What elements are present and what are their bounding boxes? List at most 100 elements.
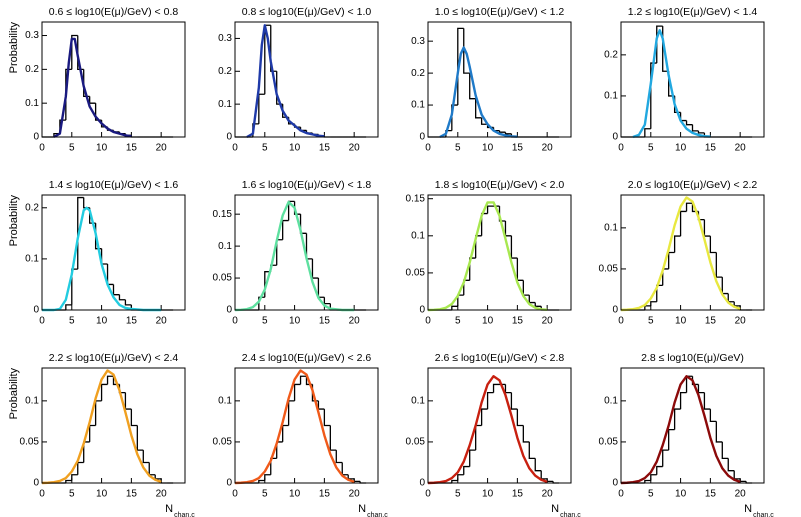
fit-curve — [439, 46, 518, 139]
plot-frame — [620, 21, 765, 138]
histogram-bin — [71, 474, 78, 481]
y-tick-label: 0.05 — [599, 264, 619, 275]
histogram-bin — [679, 112, 687, 122]
histogram-bin — [498, 130, 506, 133]
y-tick-label: 0 — [33, 478, 39, 489]
panel-title: 0.6 ≤ log10(E(μ)/GeV) < 0.8 — [49, 6, 179, 18]
plot-frame — [427, 21, 572, 138]
x-tick-label: 10 — [482, 316, 494, 327]
plot-frame — [620, 194, 765, 311]
y-tick-label: 0 — [33, 305, 39, 316]
histogram-bin — [504, 384, 512, 394]
histogram-bin — [317, 400, 325, 410]
histogram-bin — [546, 478, 554, 483]
y-tick-label: 0.2 — [25, 64, 39, 75]
x-tick-label: 20 — [542, 316, 554, 327]
x-axis-label: N — [358, 503, 366, 515]
histogram-bin — [451, 479, 458, 483]
histogram-bin — [679, 391, 687, 410]
histogram-bin — [510, 235, 518, 259]
panel: 2.2 ≤ log10(E(μ)/GeV) < 2.4 Probability Nc… — [8, 352, 195, 517]
histogram-bin — [118, 294, 126, 301]
histogram-bin — [522, 280, 530, 296]
panel-title: 1.6 ≤ log10(E(μ)/GeV) < 1.8 — [242, 179, 372, 191]
x-tick-label: 5 — [648, 316, 654, 327]
y-tick-label: 0.3 — [218, 33, 232, 44]
panel: 1.0 ≤ log10(E(μ)/GeV) < 1.2 0 5 10 15 20 0 0.1 0… — [411, 6, 572, 154]
histogram-bin — [739, 478, 747, 483]
histogram-bin — [469, 449, 476, 467]
histogram-bin — [486, 391, 494, 410]
histogram-bin — [106, 375, 114, 385]
panel-title: 1.0 ≤ log10(E(μ)/GeV) < 1.2 — [435, 6, 565, 18]
fit-curve — [427, 201, 548, 312]
histogram-bin — [287, 400, 295, 426]
histogram-bin — [71, 34, 78, 70]
y-tick-label: 0.05 — [599, 437, 619, 448]
y-tick-label: 0 — [226, 305, 232, 316]
fit-curve — [234, 369, 355, 485]
x-tick-label: 15 — [319, 316, 331, 327]
x-tick-label: 0 — [618, 316, 624, 327]
x-tick-label: 5 — [262, 143, 268, 154]
panel: 0.8 ≤ log10(E(μ)/GeV) < 1.0 0 5 10 15 20 0 0.1 0… — [218, 6, 379, 154]
plot-frame — [234, 194, 379, 311]
y-tick-label: 0.1 — [411, 395, 425, 406]
histogram-bin — [329, 425, 337, 451]
histogram-bin — [685, 120, 693, 126]
histogram-bin — [540, 470, 548, 480]
histogram-bin — [106, 264, 114, 286]
y-tick-label: 0.1 — [411, 100, 425, 111]
histogram-bin — [83, 197, 90, 209]
y-tick-label: 0.15 — [406, 193, 426, 204]
x-axis-label-sub: chan,c — [753, 512, 774, 517]
x-tick-label: 20 — [735, 489, 747, 500]
histogram-bin — [112, 284, 120, 296]
histogram-bin — [480, 117, 488, 125]
x-tick-label: 0 — [425, 143, 431, 154]
x-tick-label: 20 — [349, 489, 361, 500]
y-tick-label: 0.05 — [406, 437, 426, 448]
x-tick-label: 20 — [542, 143, 554, 154]
histogram-bin — [293, 383, 301, 401]
histogram-bin — [77, 461, 84, 475]
y-axis-label: Probability — [8, 368, 20, 420]
y-axis-label: Probability — [8, 195, 20, 247]
histogram-bin — [697, 130, 705, 134]
histogram-bin — [457, 294, 464, 307]
histogram-bin — [65, 479, 72, 483]
histogram-bin — [703, 219, 711, 237]
panel: 1.6 ≤ log10(E(μ)/GeV) < 1.8 0 5 10 15 20 0 0.05… — [213, 179, 379, 327]
x-tick-label: 10 — [96, 143, 108, 154]
histogram-bin — [451, 305, 458, 310]
x-tick-label: 10 — [289, 316, 301, 327]
histogram-bin — [475, 424, 482, 451]
histogram-bin — [721, 441, 729, 460]
y-tick-label: 0.05 — [213, 273, 233, 284]
histogram-bin — [311, 258, 319, 279]
x-tick-label: 20 — [349, 316, 361, 327]
histogram-bin — [305, 233, 313, 260]
plot-frame — [41, 194, 186, 311]
histogram-bin — [709, 409, 717, 423]
histogram-bin — [317, 278, 325, 298]
histogram-bin — [341, 462, 349, 476]
x-tick-label: 10 — [675, 316, 687, 327]
panel-title: 1.4 ≤ log10(E(μ)/GeV) < 1.6 — [49, 179, 179, 191]
x-tick-label: 5 — [262, 489, 268, 500]
fit-curve — [42, 206, 162, 312]
histogram-bin — [100, 248, 108, 265]
histogram-bin — [528, 295, 536, 304]
histogram-bin — [662, 449, 669, 467]
histogram-bin — [668, 428, 675, 451]
histogram-bin — [516, 258, 524, 281]
fit-curve — [246, 24, 325, 139]
x-tick-label: 10 — [96, 489, 108, 500]
histogram-bin — [160, 478, 168, 484]
x-tick-label: 15 — [319, 143, 331, 154]
y-tick-label: 0.2 — [604, 49, 618, 60]
panel-title: 0.8 ≤ log10(E(μ)/GeV) < 1.0 — [242, 6, 372, 18]
